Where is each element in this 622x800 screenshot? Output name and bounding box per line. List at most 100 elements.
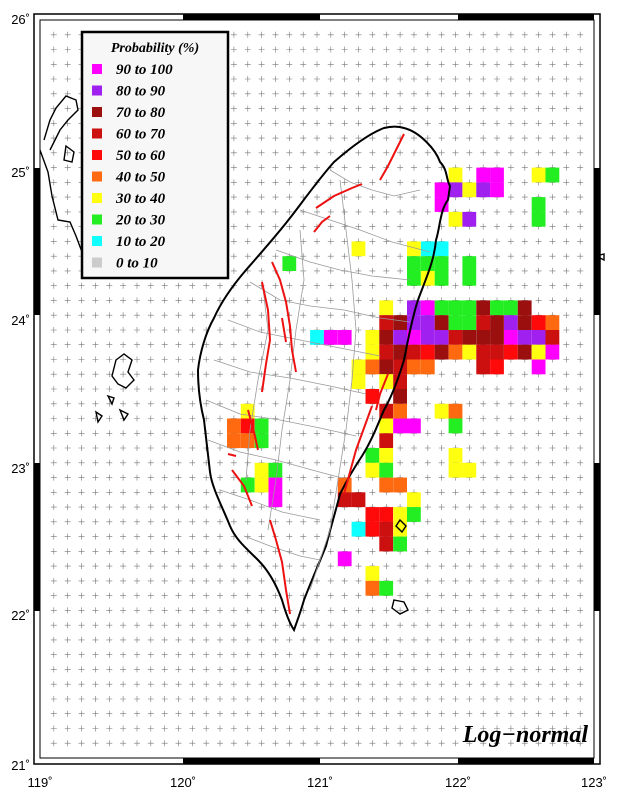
probability-cell (490, 330, 504, 345)
probability-cell (379, 344, 394, 360)
probability-cell (254, 462, 269, 478)
legend-label: 40 to 50 (115, 170, 166, 186)
probability-cell (407, 507, 421, 522)
probability-cell (351, 374, 366, 389)
legend-label: 10 to 20 (116, 234, 166, 250)
probability-cell (476, 167, 491, 183)
probability-cell (504, 315, 518, 330)
x-tick-label: 122˚ (445, 775, 471, 790)
legend-label: 80 to 90 (116, 84, 166, 100)
green-island (395, 518, 407, 534)
probability-cell (517, 344, 532, 360)
probability-cell (462, 344, 477, 360)
probability-cell (407, 359, 421, 375)
probability-cell (365, 359, 380, 375)
probability-cell (379, 507, 394, 522)
probability-cell (420, 315, 435, 330)
legend-title: Probability (%) (111, 41, 199, 56)
probability-cell (476, 182, 491, 198)
probability-cell (393, 389, 407, 404)
probability-cell (351, 521, 366, 537)
probability-cell (420, 256, 435, 271)
probability-cell (531, 211, 546, 227)
probability-cell (393, 536, 407, 552)
probability-cell (365, 389, 380, 404)
probability-cell (365, 507, 380, 522)
probability-cell (448, 167, 463, 183)
probability-cell (393, 374, 407, 389)
probability-cell (379, 433, 394, 449)
probability-cell (434, 344, 449, 360)
probability-cell (448, 315, 463, 330)
legend-swatch (92, 193, 102, 203)
probability-cell (448, 448, 463, 463)
legend-swatch (92, 64, 102, 74)
probability-cell (407, 492, 421, 508)
legend-swatch (92, 171, 102, 182)
probability-cell (365, 580, 380, 596)
probability-cell (310, 330, 324, 345)
probability-cell (379, 536, 394, 552)
probability-cell (462, 330, 477, 345)
y-tick-label: 25˚ (11, 165, 30, 180)
probability-cell (254, 477, 269, 493)
probability-cell (379, 300, 394, 316)
probability-cell (448, 330, 463, 345)
probability-cell (462, 256, 477, 271)
county-boundaries (205, 169, 431, 591)
legend-swatch (92, 85, 102, 96)
probability-cell (379, 580, 394, 596)
china-coast (39, 95, 83, 253)
probability-cell (351, 359, 366, 375)
probability-cell (268, 462, 283, 478)
probability-cell (531, 330, 546, 345)
probability-cell (365, 344, 380, 360)
probability-cell (393, 477, 407, 493)
fault-lines (227, 133, 405, 615)
penghu-islands (111, 353, 135, 389)
probability-cell (434, 256, 449, 271)
probability-cell (504, 344, 518, 360)
probability-cell (504, 330, 518, 345)
legend-label: 20 to 30 (115, 213, 166, 229)
probability-cell (268, 492, 283, 508)
probability-cell (420, 330, 435, 345)
probability-cell (407, 344, 421, 360)
probability-cell (476, 330, 491, 345)
probability-cell (379, 418, 394, 434)
probability-cell (490, 300, 504, 316)
probability-cell (337, 551, 352, 567)
probability-cell (504, 300, 518, 316)
probability-cell (517, 330, 532, 345)
probability-cell (434, 403, 449, 419)
probability-cell (448, 344, 463, 360)
legend-swatch (92, 257, 102, 268)
probability-cell (462, 300, 477, 316)
probability-cell (531, 197, 546, 212)
probability-cell (545, 344, 560, 360)
probability-cell (379, 315, 394, 330)
islands (94, 253, 605, 615)
x-tick-label: 123˚ (581, 775, 607, 790)
probability-cell (420, 241, 435, 257)
probability-cell (545, 167, 560, 183)
x-tick-label: 119˚ (27, 775, 52, 790)
legend-label: 60 to 70 (116, 127, 166, 143)
probability-cell (227, 433, 241, 449)
probability-cell (462, 315, 477, 330)
probability-cell (351, 492, 366, 508)
legend-swatch (92, 128, 102, 139)
probability-cell (434, 197, 449, 212)
probability-cell (434, 300, 449, 316)
probability-cell (462, 462, 477, 478)
probability-cell (365, 448, 380, 463)
probability-cell (531, 359, 546, 375)
probability-cell (490, 344, 504, 360)
probability-cell (379, 359, 394, 375)
probability-cell (448, 418, 463, 434)
legend-box (80, 30, 230, 280)
legend-label: 90 to 100 (116, 62, 173, 78)
probability-cell (393, 418, 407, 434)
orchid-island (391, 599, 409, 615)
probability-cell (379, 521, 394, 537)
